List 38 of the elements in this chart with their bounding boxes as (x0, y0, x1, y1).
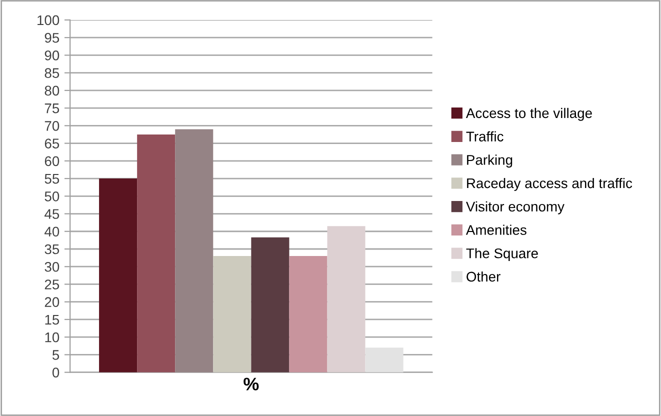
y-tick-label: 30 (44, 262, 60, 272)
legend-label: Access to the village (466, 108, 592, 121)
y-tick-label: 90 (44, 50, 60, 60)
y-tick-label: 80 (44, 86, 60, 96)
y-tick-label: 20 (44, 297, 60, 308)
legend-label: Other (466, 271, 500, 282)
bar (365, 348, 404, 372)
y-tick-label: 0 (52, 368, 60, 378)
bar (99, 178, 138, 372)
y-tick-label: 95 (44, 32, 60, 43)
y-tick-label: 85 (44, 68, 60, 78)
y-tick-label: 65 (44, 138, 60, 148)
y-tick-label: 50 (44, 191, 60, 202)
y-tick-label: 60 (44, 156, 60, 166)
y-tick-label: 10 (45, 332, 60, 342)
legend-label: The Square (466, 248, 538, 262)
legend-label: Traffic (466, 131, 504, 142)
legend-label: Amenities (466, 224, 526, 235)
y-tick-label: 75 (44, 104, 60, 114)
y-tick-label: 35 (44, 244, 60, 254)
y-tick-label: 100 (38, 15, 60, 26)
y-tick-label: 25 (44, 280, 60, 290)
bar (327, 226, 366, 372)
bar (213, 256, 252, 372)
y-tick-label: 5 (52, 350, 60, 360)
y-tick-label: 15 (45, 314, 60, 325)
y-tick-label: 70 (44, 121, 60, 131)
bar (289, 256, 328, 372)
bar (175, 129, 214, 372)
legend-label: Visitor economy (466, 201, 564, 214)
y-tick-label: 45 (44, 209, 60, 219)
y-tick-label: 40 (44, 226, 60, 237)
bar (137, 134, 176, 372)
y-tick-label: 55 (44, 174, 60, 184)
x-tick-label: % (244, 378, 259, 390)
bar (251, 237, 290, 372)
legend-label: Raceday access and traffic (467, 178, 632, 191)
legend-label: Parking (467, 154, 512, 168)
